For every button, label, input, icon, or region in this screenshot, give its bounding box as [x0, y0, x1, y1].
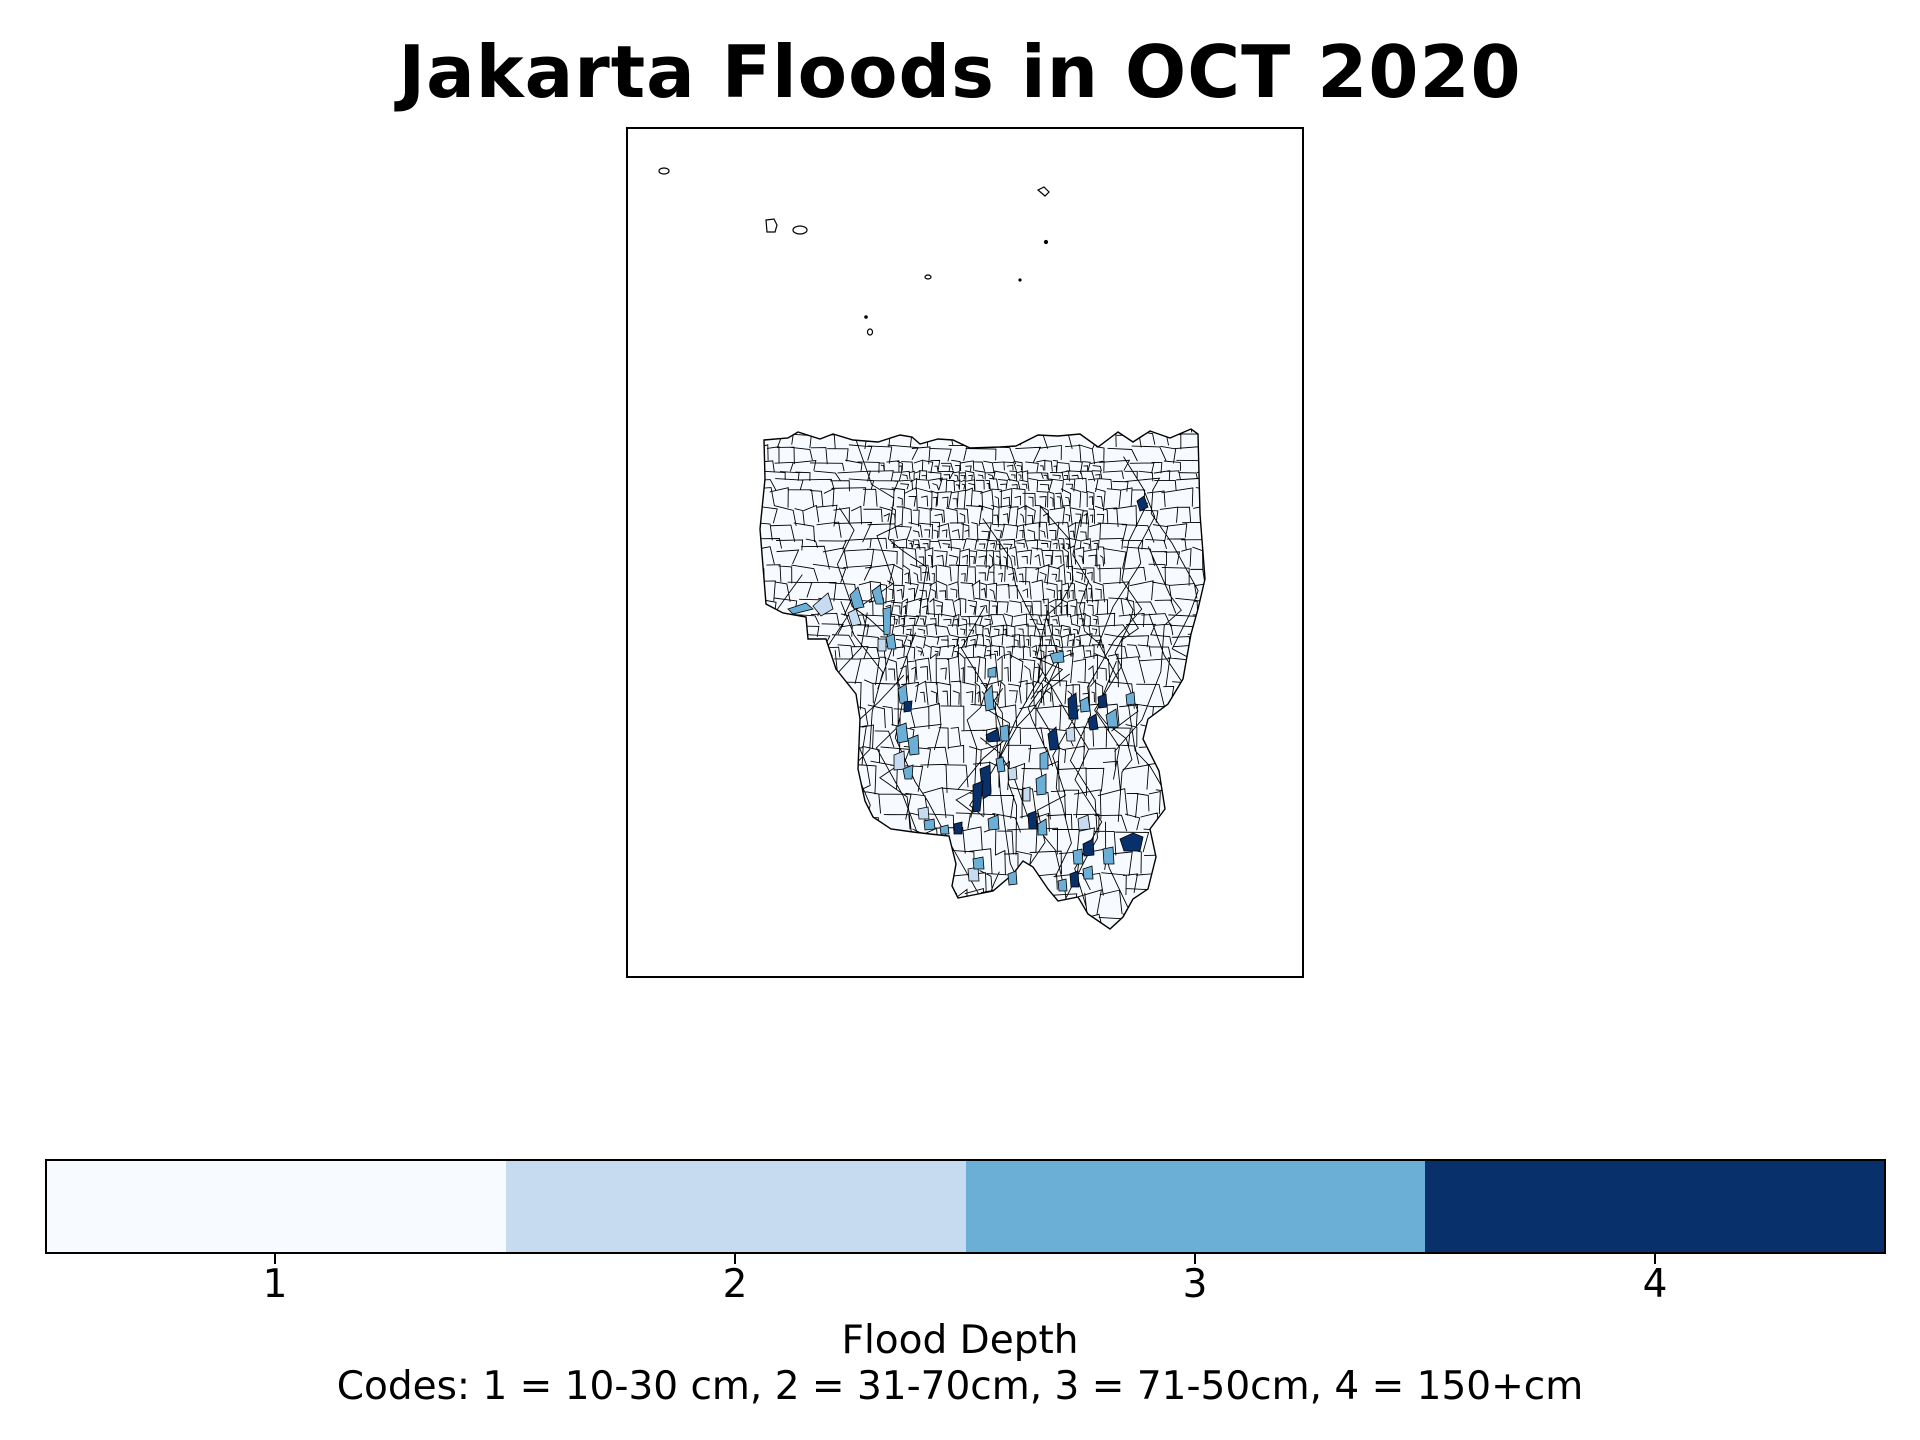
flood-area — [983, 684, 995, 712]
thousand-islands — [658, 167, 1050, 336]
colorbar-codes-note: Codes: 1 = 10-30 cm, 2 = 31-70cm, 3 = 71… — [336, 1364, 1584, 1409]
flood-area — [903, 700, 913, 713]
flood-area — [1097, 693, 1108, 709]
flood-area — [1072, 848, 1084, 865]
colorbar-tick-label: 3 — [1182, 1262, 1208, 1307]
flood-area — [871, 584, 885, 605]
flood-area — [1082, 865, 1094, 880]
flood-area — [1035, 773, 1047, 796]
flood-area — [1119, 832, 1144, 852]
flood-area — [999, 724, 1010, 742]
flood-area — [1136, 495, 1149, 512]
flood-area — [895, 722, 909, 744]
colorbar-segment-3 — [965, 1161, 1425, 1252]
flood-area — [1007, 870, 1018, 886]
flood-area — [1067, 692, 1079, 720]
flood-area — [1039, 750, 1049, 770]
colorbar-segment-4 — [1424, 1161, 1884, 1252]
flood-area — [1087, 713, 1099, 731]
colorbar — [45, 1159, 1886, 1254]
colorbar-tick-label: 4 — [1642, 1262, 1668, 1307]
flood-area — [917, 806, 930, 820]
flood-area — [972, 856, 985, 870]
flood-area — [907, 734, 920, 756]
flood-area — [787, 602, 814, 615]
flood-area — [849, 586, 865, 610]
island — [1018, 278, 1022, 282]
flood-area — [1027, 810, 1038, 830]
island — [1043, 239, 1049, 245]
flood-area — [1077, 814, 1091, 831]
flood-area — [1049, 650, 1065, 664]
colorbar-segment-2 — [506, 1161, 966, 1252]
colorbar-tick — [274, 1254, 276, 1264]
colorbar-tick — [734, 1254, 736, 1264]
flood-area — [877, 638, 887, 652]
flood-area — [987, 814, 1000, 831]
flood-area — [939, 824, 950, 835]
flood-area — [885, 633, 897, 650]
island — [792, 225, 808, 235]
flood-area — [923, 818, 936, 831]
flood-area — [847, 608, 862, 627]
island — [864, 315, 868, 319]
flood-area — [987, 666, 997, 678]
flood-area — [1065, 726, 1076, 742]
flood-area — [1057, 878, 1068, 892]
jakarta-choropleth-map — [658, 167, 1206, 930]
flood-area — [882, 606, 892, 636]
flood-area — [1079, 696, 1091, 713]
flood-area — [1037, 818, 1048, 836]
flood-area — [1007, 766, 1018, 781]
map-panel — [626, 127, 1304, 978]
flood-area — [1082, 838, 1095, 857]
flood-area — [1102, 846, 1115, 865]
flood-area — [995, 756, 1006, 773]
island — [658, 167, 670, 175]
flood-area — [953, 821, 963, 835]
flood-area — [1069, 870, 1080, 888]
map-title: Jakarta Floods in OCT 2020 — [398, 30, 1522, 114]
flooded-areas — [787, 495, 1149, 892]
colorbar-tick — [1194, 1254, 1196, 1264]
flood-area — [985, 728, 1001, 743]
island — [924, 274, 932, 280]
flood-area — [1047, 726, 1060, 751]
flood-area — [1105, 708, 1119, 728]
island — [1036, 186, 1050, 197]
colorbar-tick — [1654, 1254, 1656, 1264]
colorbar-label: Flood Depth — [841, 1318, 1079, 1363]
colorbar-tick-label: 1 — [262, 1262, 288, 1307]
island — [866, 328, 874, 336]
flood-area — [972, 780, 984, 813]
flood-area — [1125, 691, 1136, 706]
flood-area — [1022, 786, 1031, 802]
flood-area — [812, 592, 834, 617]
colorbar-tick-label: 2 — [722, 1262, 748, 1307]
flood-area — [902, 764, 914, 780]
island — [765, 218, 778, 233]
colorbar-segment-1 — [47, 1161, 507, 1252]
